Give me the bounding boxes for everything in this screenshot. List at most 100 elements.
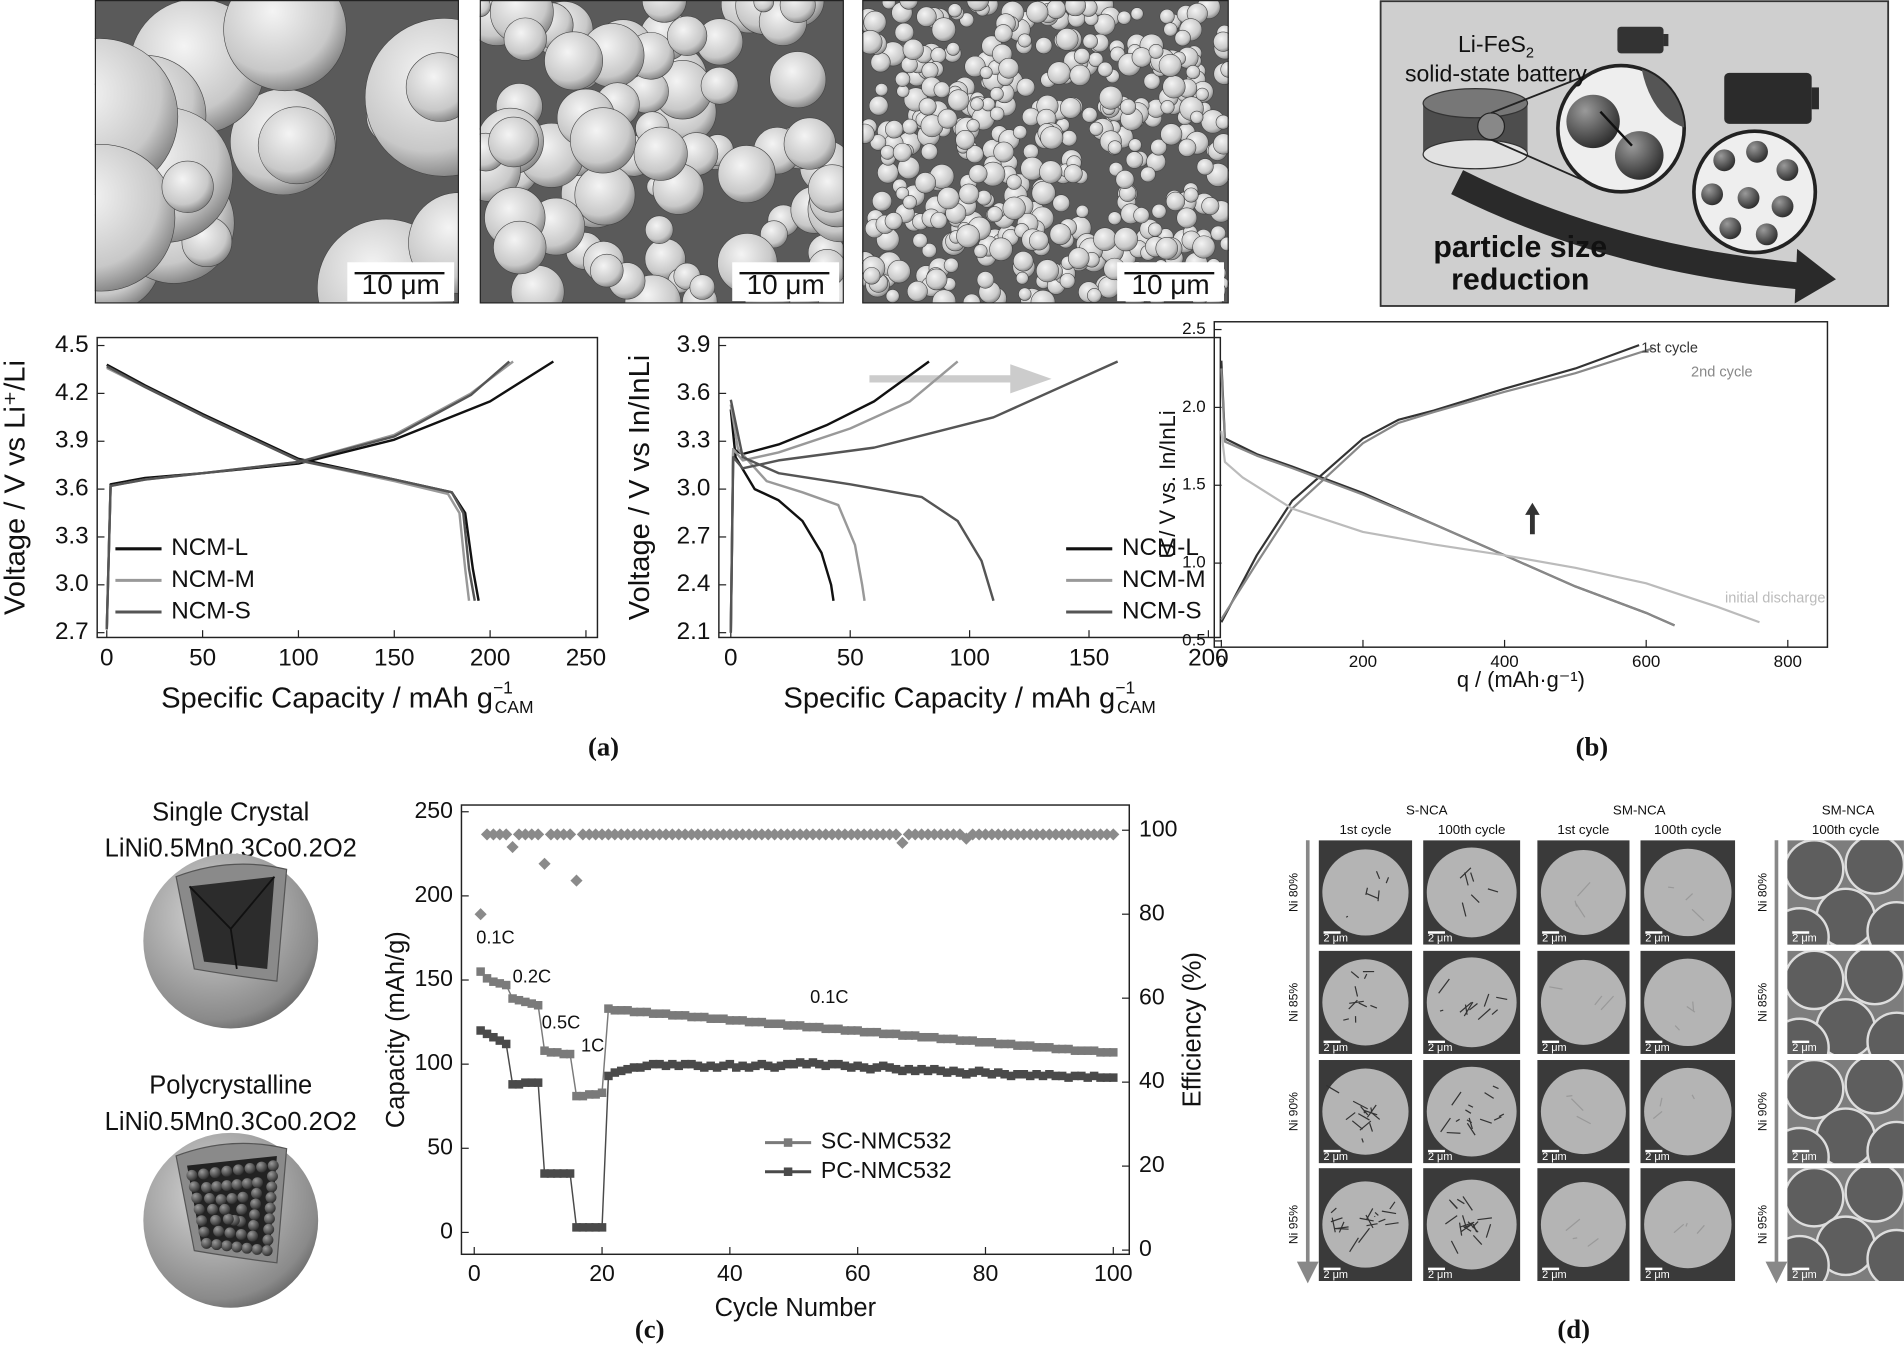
data-point: [615, 828, 628, 841]
data-point: [917, 1064, 926, 1074]
data-point: [789, 1021, 799, 1030]
data-point: [1088, 828, 1101, 841]
data-point: [501, 1039, 511, 1049]
grain: [201, 1182, 212, 1193]
data-point: [902, 828, 915, 841]
particle: [1787, 1017, 1830, 1054]
particle: [1061, 130, 1078, 147]
particle: [1787, 1168, 1845, 1228]
x-tick-label: 40: [717, 1260, 743, 1286]
legend-label: NCM-M: [171, 566, 255, 593]
data-point: [1064, 1073, 1073, 1082]
cross-section-image: 2 μm: [1787, 1168, 1904, 1282]
data-point: [514, 995, 524, 1005]
particle: [1133, 207, 1150, 224]
scale-bar-label: 2 μm: [1792, 1151, 1816, 1163]
cross-section-image: 2 μm: [1640, 950, 1736, 1054]
crack: [1462, 1196, 1473, 1211]
data-point: [994, 1068, 1003, 1077]
texture: [1686, 1006, 1696, 1013]
grain: [226, 1192, 238, 1204]
cut-face: [189, 876, 275, 969]
annotation: 0.5C: [542, 1012, 580, 1032]
crack: [1468, 1104, 1474, 1108]
scale-bar-label: 10 μm: [1131, 269, 1209, 300]
data-point: [533, 1001, 543, 1010]
grain: [244, 1162, 256, 1174]
particle: [1540, 849, 1626, 935]
data-point: [1032, 1069, 1041, 1079]
data-point: [1013, 1069, 1022, 1079]
column-title: 100th cycle: [1438, 822, 1506, 837]
data-point: [987, 1038, 997, 1047]
grain: [267, 1170, 278, 1182]
data-point: [629, 1007, 639, 1017]
big-arrow: [1451, 170, 1811, 291]
data-point: [770, 1019, 779, 1029]
particle: [1426, 847, 1517, 938]
particle: [1322, 849, 1409, 936]
data-point: [700, 1063, 709, 1072]
data-point: [725, 1059, 735, 1069]
crack: [1360, 1105, 1369, 1116]
data-point: [878, 1061, 888, 1071]
data-point: [559, 1049, 568, 1059]
series-line: [105, 360, 511, 630]
grain: [236, 1203, 248, 1215]
particle: [1219, 236, 1229, 251]
data-point: [506, 840, 519, 854]
particle: [1148, 222, 1163, 237]
particle: [1015, 271, 1029, 285]
grain: [193, 1203, 205, 1215]
particle: [1107, 140, 1123, 155]
particle: [1426, 957, 1517, 1048]
data-point: [501, 980, 511, 990]
legend-marker: [783, 1167, 793, 1176]
x-label: Specific Capacity / mAh g: [783, 682, 1115, 714]
particle: [1067, 247, 1090, 269]
y-tick-label: 50: [427, 1133, 453, 1159]
particle: [1040, 126, 1064, 150]
data-point: [757, 1017, 767, 1027]
y-tick-label: 3.9: [677, 331, 711, 358]
data-point: [827, 1059, 837, 1069]
data-point: [519, 828, 532, 841]
crack: [1479, 1118, 1492, 1124]
x-tick-label: 0: [100, 645, 114, 672]
particle: [862, 30, 883, 55]
texture: [1600, 995, 1614, 1011]
series-line: [1220, 344, 1675, 627]
x-tick-label: 600: [1632, 652, 1660, 671]
particle: [1192, 235, 1216, 259]
scale-bar-box: [1117, 262, 1224, 302]
crack: [1465, 1109, 1472, 1114]
particle: [959, 12, 975, 28]
crack: [1385, 877, 1390, 884]
particle: [958, 183, 980, 205]
particle: [920, 143, 938, 161]
data-point: [808, 1058, 818, 1067]
y-tick-label: 3.0: [677, 475, 711, 502]
data-point: [866, 1064, 875, 1074]
particle: [1087, 288, 1102, 303]
x-tick-label: 200: [1349, 652, 1377, 671]
data-point: [604, 1004, 613, 1013]
crack: [1472, 1223, 1478, 1233]
data-point: [725, 1016, 735, 1025]
x-tick-label: 200: [1188, 645, 1229, 672]
x-tick-label: 800: [1774, 652, 1802, 671]
grain: [224, 1227, 236, 1239]
particle: [1185, 64, 1201, 80]
data-point: [521, 997, 530, 1007]
annotation: 1C: [581, 1035, 604, 1055]
grain: [231, 1241, 243, 1253]
data-point: [738, 1016, 747, 1025]
particle: [1322, 959, 1409, 1046]
data-point: [1038, 1071, 1048, 1081]
particle: [1131, 47, 1152, 68]
data-point: [674, 1061, 683, 1071]
particle: [1540, 1069, 1626, 1155]
data-point: [923, 1066, 933, 1076]
particle: [1089, 121, 1104, 136]
annotation: 0.1C: [810, 987, 848, 1007]
